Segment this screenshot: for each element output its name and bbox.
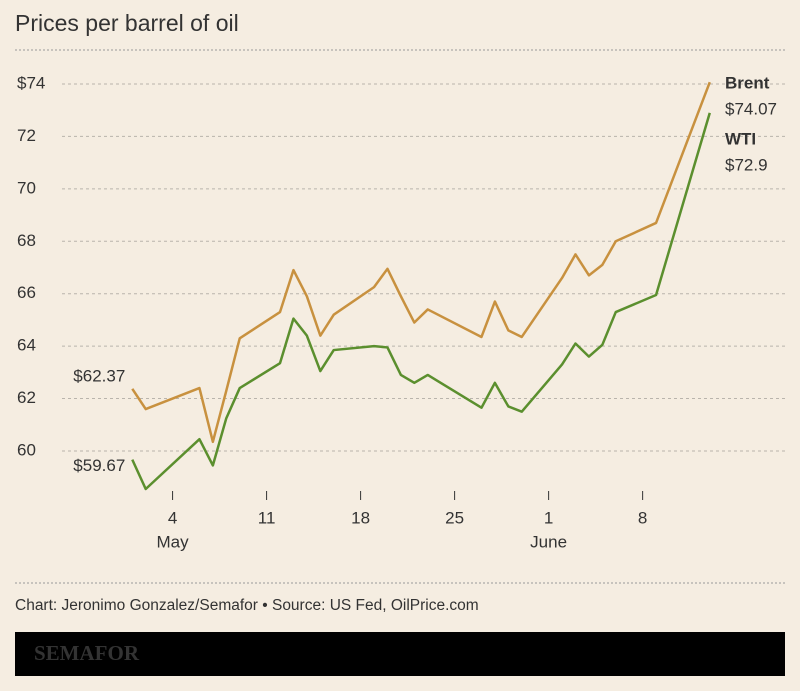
x-tick-label: 18 — [351, 508, 370, 527]
legend-label: WTI — [725, 129, 756, 148]
x-tick-label: 8 — [638, 508, 647, 527]
x-tick-label: 25 — [445, 508, 464, 527]
series-line — [131, 112, 711, 491]
series-line — [131, 81, 711, 444]
brand: SEMAFOR — [34, 641, 140, 665]
legend-label: Brent — [725, 73, 770, 92]
value-label: $59.67 — [73, 456, 125, 475]
x-tick-label: 11 — [258, 508, 276, 527]
y-tick-label: 60 — [17, 440, 36, 459]
value-label: $72.9 — [725, 155, 768, 174]
brand-bar — [15, 632, 785, 676]
y-tick-label: 62 — [17, 388, 36, 407]
y-tick-label: 70 — [17, 178, 36, 197]
value-label: $74.07 — [725, 99, 777, 118]
value-label: $62.37 — [73, 366, 125, 385]
y-tick-label: 64 — [17, 336, 36, 355]
x-tick-label: 1 — [544, 508, 553, 527]
x-tick-label: 4 — [168, 508, 177, 527]
month-label: June — [530, 532, 567, 551]
chart-title: Prices per barrel of oil — [15, 10, 239, 36]
y-tick-label: 66 — [17, 283, 36, 302]
y-tick-label: 68 — [17, 231, 36, 250]
y-tick-label: 72 — [17, 126, 36, 145]
source: Chart: Jeronimo Gonzalez/Semafor • Sourc… — [15, 597, 479, 614]
y-tick-label: $74 — [17, 73, 45, 92]
month-label: May — [157, 532, 190, 551]
